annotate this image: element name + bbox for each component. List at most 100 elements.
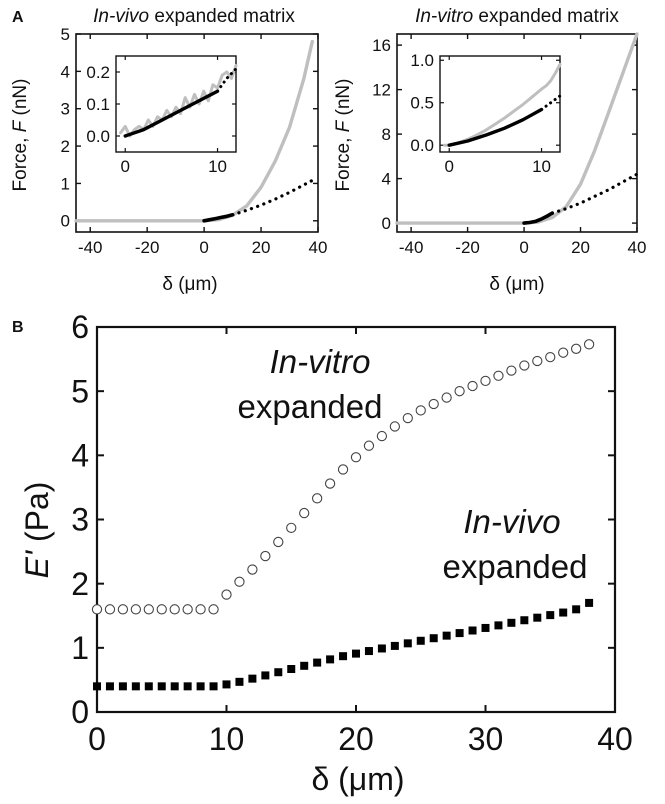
invivo-marker <box>352 649 360 658</box>
panel-a-left-ylabel: Force, F (nN) <box>10 79 31 192</box>
invivo-marker <box>157 682 166 691</box>
panel-a-left-xtick-label: -40 <box>78 238 103 257</box>
invitro-marker <box>545 352 556 363</box>
invivo-marker <box>144 682 153 691</box>
invitro-marker <box>350 452 362 463</box>
invivo-marker <box>313 658 322 667</box>
invivo-marker <box>170 682 179 691</box>
invivo-marker <box>118 682 127 691</box>
invitro-marker <box>389 421 400 432</box>
invivo-marker <box>416 636 425 645</box>
panel-a-left-ytick-label: 5 <box>61 25 70 44</box>
invivo-marker <box>377 644 386 653</box>
invitro-marker <box>415 405 426 416</box>
panel-b-ytick-label: 3 <box>71 502 89 538</box>
panel-b-plot: 0 10 20 30 40 0 1 2 3 4 5 6 <box>71 309 633 757</box>
panel-a-right-inset-frame <box>439 55 561 153</box>
legend-invivo-desc: expanded <box>443 548 588 585</box>
invitro-marker <box>402 412 413 424</box>
panel-a-left-inset-ytick-label: 0.0 <box>86 127 110 146</box>
legend-invitro-desc: expanded <box>238 388 383 425</box>
invitro-marker <box>506 365 517 376</box>
panel-a-right-inset-extrapolation-line <box>540 94 562 111</box>
panel-a-left-inset-xtick-label: 0 <box>120 157 129 176</box>
invitro-marker <box>441 392 452 403</box>
panel-a-left-xlabel: δ (μm) <box>162 274 217 295</box>
invitro-marker <box>519 360 530 371</box>
panel-a-right-xtick-label: -20 <box>455 238 480 257</box>
invivo-marker <box>455 629 464 638</box>
panel-b-ylabel: E' (Pa) <box>19 482 55 579</box>
invivo-marker <box>533 613 542 622</box>
invivo-marker <box>300 661 309 670</box>
panel-a-right-inset-fit-line <box>447 107 544 147</box>
panel-a-right-inset-xtick-label: 10 <box>532 157 551 176</box>
panel-a-left-inset: 0 10 0.0 0.1 0.2 <box>86 55 238 176</box>
invivo-marker <box>93 682 101 691</box>
panel-a-left-inset-bg <box>116 56 236 152</box>
panel-a-right-chart: In-vitro expanded matrix -40 -20 0 20 40 0 4 8 1… <box>333 6 646 295</box>
panel-a-right-xtick-label: 20 <box>571 238 590 257</box>
invivo-marker <box>287 665 296 674</box>
invivo-marker <box>183 682 192 691</box>
panel-a-right-plot: -40 -20 0 20 40 0 4 8 12 16 0 10 0.0 0.5 1.0 <box>372 32 647 257</box>
invitro-marker <box>324 478 336 489</box>
invivo-marker <box>403 639 412 648</box>
panel-a-left-chart: In-vivo expanded matrix -40 -20 0 20 4001234… <box>10 6 327 295</box>
legend-invitro-name: In-vitro <box>270 343 371 380</box>
invivo-marker <box>507 618 516 627</box>
panel-a-right-ytick-label: 16 <box>372 36 391 55</box>
panel-a-left-fit-line <box>202 213 235 223</box>
panel-b-xtick-label: 30 <box>468 721 504 757</box>
panel-b-xlabel: δ (μm) <box>311 761 404 797</box>
invivo-marker <box>248 674 257 683</box>
panel-a-right-inset-bg <box>440 56 560 152</box>
invivo-marker <box>468 626 477 635</box>
invitro-marker <box>363 440 375 451</box>
panel-label-b: B <box>12 319 24 336</box>
invitro-marker <box>480 375 491 387</box>
invivo-marker <box>572 605 581 614</box>
invivo-marker <box>481 623 490 632</box>
invitro-marker <box>221 589 232 600</box>
invivo-marker <box>559 608 568 617</box>
invitro-marker <box>91 604 103 615</box>
panel-a-right-ytick-label: 12 <box>372 81 391 100</box>
panel-a-left-xtick-label: 0 <box>199 238 208 257</box>
panel-a-left-inset-xtick-label: 10 <box>208 157 227 176</box>
legend-invivo-name: In-vivo <box>463 503 560 540</box>
panel-a-right-xtick-label: -40 <box>399 238 424 257</box>
invivo-marker <box>364 647 373 656</box>
panel-a-left-extrapolation-line <box>231 178 314 217</box>
panel-b-xtick-label: 20 <box>338 721 374 757</box>
panel-a-left-title: In-vivo expanded matrix <box>93 6 295 27</box>
invitro-marker <box>299 507 310 519</box>
panel-a-right-xtick-label: 40 <box>628 238 647 257</box>
panel-a-left-ytick-label: 2 <box>61 137 70 156</box>
panel-a-left-ytick-label: 1 <box>61 174 70 193</box>
invivo-marker <box>196 682 205 691</box>
panel-a-right-ytick-label: 0 <box>382 214 391 233</box>
panel-b-ytick-label: 6 <box>71 309 89 345</box>
invivo-marker <box>390 641 399 650</box>
invitro-marker <box>558 347 569 358</box>
invivo-marker <box>339 652 348 661</box>
panel-a-right-inset-ytick-label: 0.0 <box>410 136 434 155</box>
panel-a-right-xlabel: δ (μm) <box>489 274 544 295</box>
panel-b-ytick-label: 2 <box>71 566 89 602</box>
panel-b-ytick-label: 1 <box>71 630 89 666</box>
panel-a-left-inset-ytick-label: 0.2 <box>86 63 110 82</box>
panel-a-right-fit-line <box>522 211 555 225</box>
invitro-marker <box>311 493 323 504</box>
panel-a-right-ylabel: Force, F (nN) <box>333 79 354 192</box>
panel-a-right-inset-ytick-label: 0.5 <box>410 94 434 113</box>
panel-a-right-title: In-vitro expanded matrix <box>415 6 619 27</box>
panel-a-right-ytick-label: 4 <box>382 170 391 189</box>
invitro-marker <box>247 564 258 575</box>
invitro-marker <box>273 536 284 548</box>
panel-b-chart: 0 10 20 30 40 0 1 2 3 4 5 6 E' (Pa) δ (μm) In-vitro… <box>19 309 633 797</box>
invitro-marker <box>571 343 582 354</box>
invitro-marker <box>104 604 116 615</box>
invitro-marker <box>156 604 167 615</box>
invitro-marker <box>467 380 478 392</box>
